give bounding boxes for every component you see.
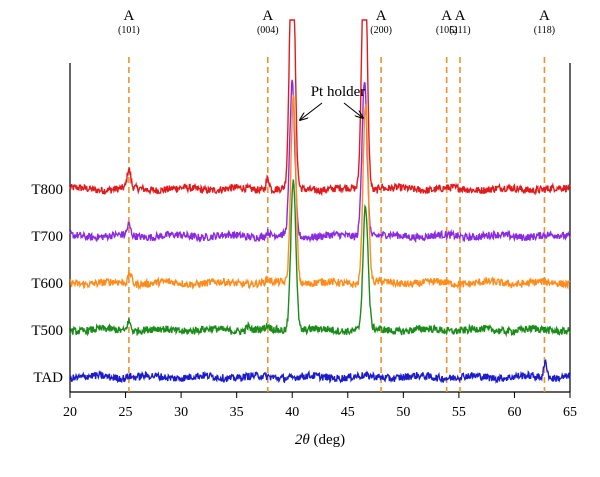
peak-marker-letter: A [262, 8, 273, 24]
x-tick-label: 30 [174, 405, 188, 420]
peak-marker-letter: A [123, 8, 134, 24]
annotation-text: Pt holder [311, 84, 366, 100]
x-tick-label: 20 [63, 405, 77, 420]
series-line-t800 [69, 19, 571, 197]
x-tick-label: 35 [230, 405, 244, 420]
pt-holder-annotation: Pt holder [300, 84, 365, 120]
series-lines [69, 19, 571, 384]
series-label-t500: T500 [31, 323, 63, 339]
annotation-arrow-right [343, 102, 363, 118]
x-tick-label: 40 [285, 405, 299, 420]
peak-marker-hkl: (004) [257, 25, 279, 36]
peak-marker-letter: A [539, 8, 550, 24]
peak-markers: A(101)A(004)A(200)A(105)A(211)A(118) [118, 8, 555, 392]
x-tick-label: 45 [341, 405, 355, 420]
peak-marker-letter: A [455, 8, 466, 24]
plot-frame [69, 63, 571, 393]
x-axis-label: 2θ (deg) [295, 432, 345, 448]
peak-marker-letter: A [376, 8, 387, 24]
x-tick-label: 25 [119, 405, 133, 420]
series-line-tad [69, 359, 571, 384]
series-labels: T800 T700 T600 T500 TAD [31, 182, 63, 386]
x-tick-label: 65 [563, 405, 577, 420]
peak-marker-hkl: (105) [436, 25, 458, 36]
x-axis-ticks: 20 25 30 35 40 45 50 55 60 65 [63, 392, 577, 420]
series-line-t600 [69, 94, 571, 291]
x-tick-label: 50 [396, 405, 410, 420]
series-label-t700: T700 [31, 229, 63, 245]
x-axis-label-symbol: 2θ [295, 432, 311, 448]
x-axis-label-unit: (deg) [310, 432, 345, 448]
series-label-t800: T800 [31, 182, 63, 198]
series-line-t500 [69, 179, 571, 338]
series-line-t700 [69, 79, 571, 244]
peak-marker-hkl: (200) [370, 25, 392, 36]
x-tick-label: 55 [452, 405, 466, 420]
x-tick-label: 60 [507, 405, 521, 420]
series-label-tad: TAD [33, 370, 63, 386]
annotation-arrow-left [300, 102, 323, 120]
peak-marker-letter: A [441, 8, 452, 24]
peak-marker-hkl: (118) [534, 25, 555, 36]
series-label-t600: T600 [31, 276, 63, 292]
peak-marker-hkl: (211) [449, 25, 470, 36]
peak-marker-hkl: (101) [118, 25, 140, 36]
